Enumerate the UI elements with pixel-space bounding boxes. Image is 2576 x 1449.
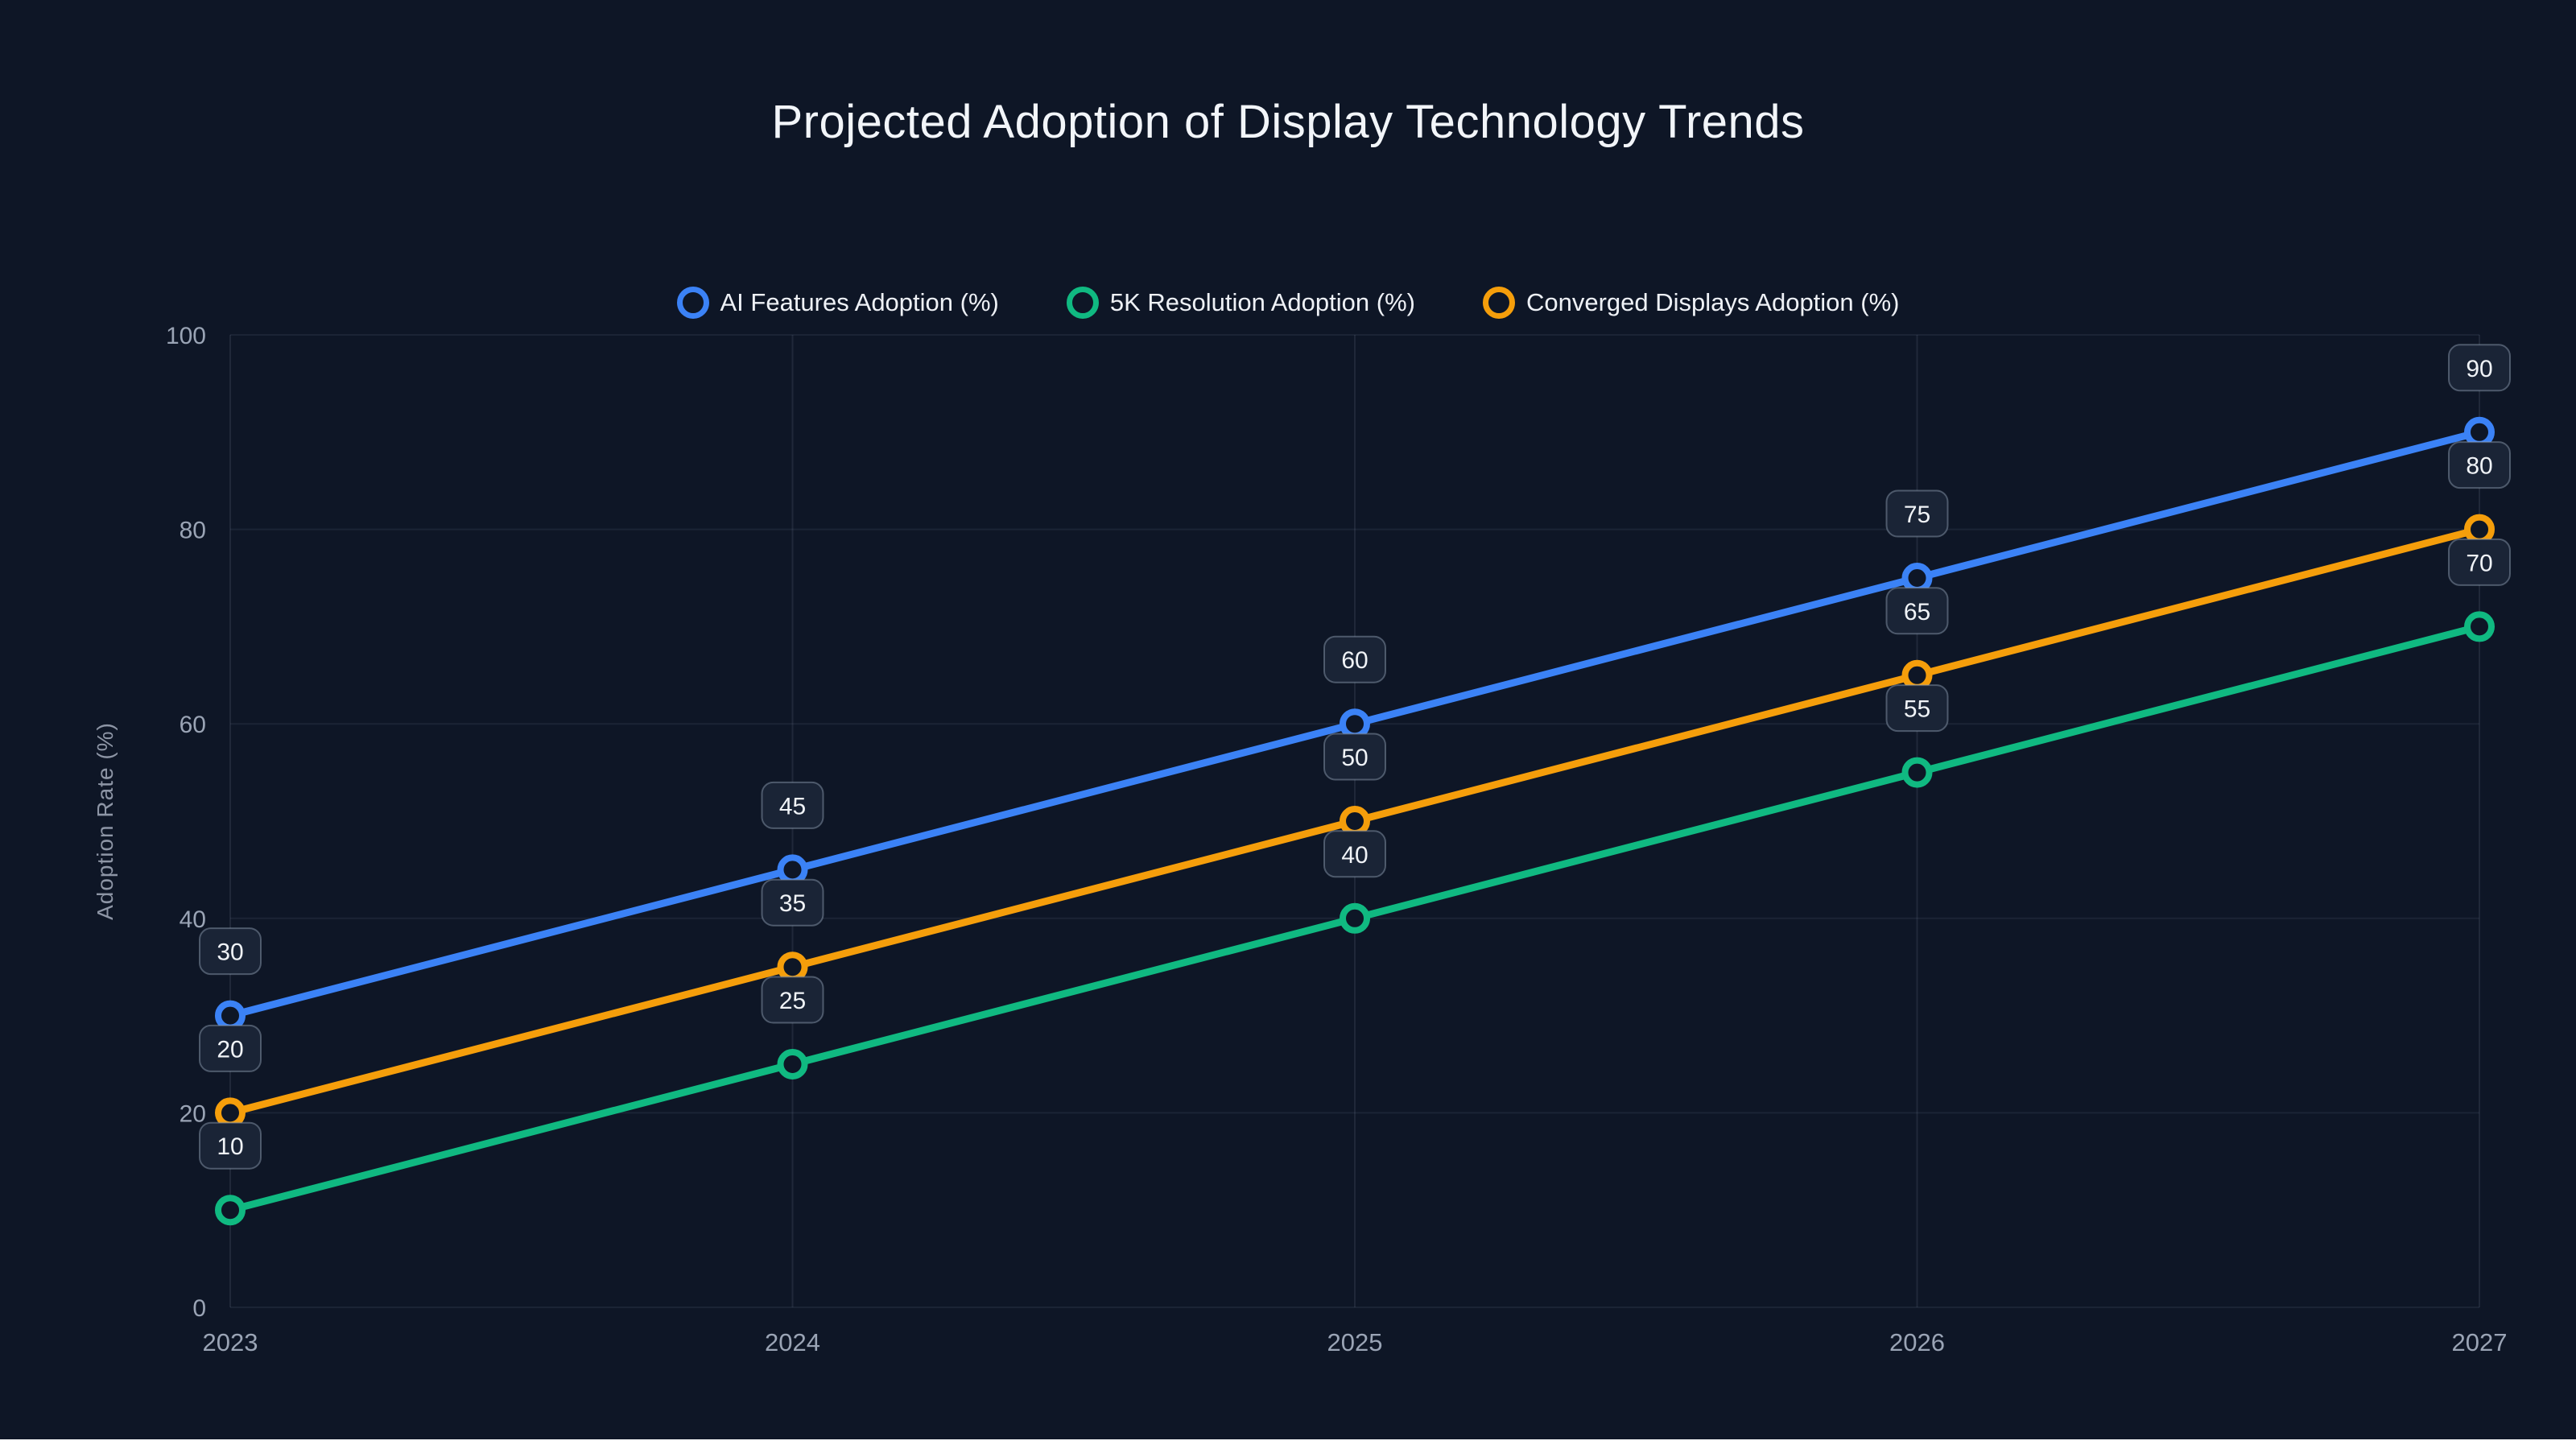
data-label-pill: 65 [1885, 587, 1949, 635]
page-bottom-strip [0, 1439, 2576, 1449]
data-label-pill: 25 [761, 976, 824, 1024]
series-5k-resolution-adoption [215, 611, 2495, 1226]
svg-text:75: 75 [1904, 502, 1930, 528]
svg-text:45: 45 [779, 793, 806, 819]
svg-text:80: 80 [180, 518, 206, 544]
data-label-pill: 60 [1323, 635, 1386, 683]
chart-legend: AI Features Adoption (%) 5K Resolution A… [0, 287, 2576, 319]
svg-text:65: 65 [1904, 599, 1930, 625]
data-label-pill: 45 [761, 781, 824, 829]
svg-text:0: 0 [192, 1295, 206, 1322]
svg-text:10: 10 [217, 1133, 243, 1160]
data-point-marker[interactable] [1340, 708, 1370, 740]
svg-text:20: 20 [217, 1036, 243, 1063]
svg-text:20: 20 [180, 1100, 206, 1127]
data-labels: 30 45 60 75 90 10 25 40 55 70 20 35 50 65 80 [199, 344, 2511, 1170]
data-label-pill: 75 [1885, 489, 1949, 538]
data-point-marker[interactable] [777, 854, 808, 886]
data-point-marker[interactable] [215, 1000, 246, 1031]
svg-text:40: 40 [180, 906, 206, 933]
legend-marker-icon [676, 287, 709, 319]
data-label-pill: 35 [761, 878, 824, 927]
svg-text:2023: 2023 [203, 1328, 258, 1356]
data-label-pill: 40 [1323, 830, 1386, 878]
data-label-pill: 55 [1885, 684, 1949, 733]
x-axis-tick-labels: 2023 2024 2025 2026 2027 [203, 1328, 2508, 1356]
svg-text:60: 60 [180, 712, 206, 738]
legend-marker-icon [1482, 287, 1515, 319]
legend-item-5k-resolution[interactable]: 5K Resolution Adoption (%) [1066, 287, 1415, 319]
chart-title: Projected Adoption of Display Technology… [771, 96, 1805, 148]
legend-marker-icon [1066, 287, 1099, 319]
svg-text:2027: 2027 [2452, 1328, 2508, 1356]
data-point-marker[interactable] [1340, 806, 1370, 836]
svg-text:90: 90 [2466, 356, 2492, 382]
data-point-marker[interactable] [777, 952, 808, 983]
legend-label: AI Features Adoption (%) [720, 288, 999, 316]
legend-label: 5K Resolution Adoption (%) [1109, 288, 1415, 316]
legend-label: Converged Displays Adoption (%) [1525, 288, 1900, 316]
svg-text:40: 40 [1341, 842, 1368, 869]
series-ai-features-adoption [215, 416, 2495, 1031]
svg-text:2024: 2024 [765, 1328, 820, 1356]
svg-text:55: 55 [1904, 696, 1930, 723]
svg-text:100: 100 [166, 323, 206, 349]
data-point-marker[interactable] [2464, 611, 2495, 642]
data-point-marker[interactable] [2464, 514, 2495, 545]
legend-item-converged-displays[interactable]: Converged Displays Adoption (%) [1482, 287, 1900, 319]
data-point-marker[interactable] [1901, 757, 1933, 788]
series-converged-displays-adoption [215, 514, 2495, 1129]
legend-item-ai-features[interactable]: AI Features Adoption (%) [676, 287, 999, 319]
svg-text:80: 80 [2466, 453, 2492, 480]
svg-text:35: 35 [779, 890, 806, 917]
y-axis-tick-labels: 0 20 40 60 80 100 [166, 323, 206, 1322]
data-point-marker[interactable] [1901, 659, 1933, 691]
data-label-pill: 30 [199, 927, 262, 976]
svg-text:30: 30 [217, 939, 243, 966]
data-point-marker[interactable] [2464, 416, 2495, 448]
svg-text:25: 25 [779, 988, 806, 1014]
data-point-marker[interactable] [215, 1195, 246, 1226]
data-label-pill: 80 [2448, 441, 2511, 489]
y-axis-title: Adoption Rate (%) [93, 722, 118, 920]
svg-text:50: 50 [1341, 745, 1368, 771]
data-label-pill: 20 [199, 1024, 262, 1072]
data-point-marker[interactable] [215, 1097, 246, 1129]
data-label-pill: 50 [1323, 733, 1386, 781]
data-label-pill: 70 [2448, 538, 2511, 586]
data-point-marker[interactable] [1901, 563, 1933, 593]
svg-text:60: 60 [1341, 647, 1368, 674]
data-point-marker[interactable] [1340, 902, 1370, 934]
svg-text:70: 70 [2466, 550, 2492, 576]
data-label-pill: 10 [199, 1121, 262, 1170]
svg-text:2025: 2025 [1327, 1328, 1383, 1356]
svg-text:2026: 2026 [1889, 1328, 1945, 1356]
data-label-pill: 90 [2448, 344, 2511, 392]
data-point-marker[interactable] [777, 1049, 808, 1080]
